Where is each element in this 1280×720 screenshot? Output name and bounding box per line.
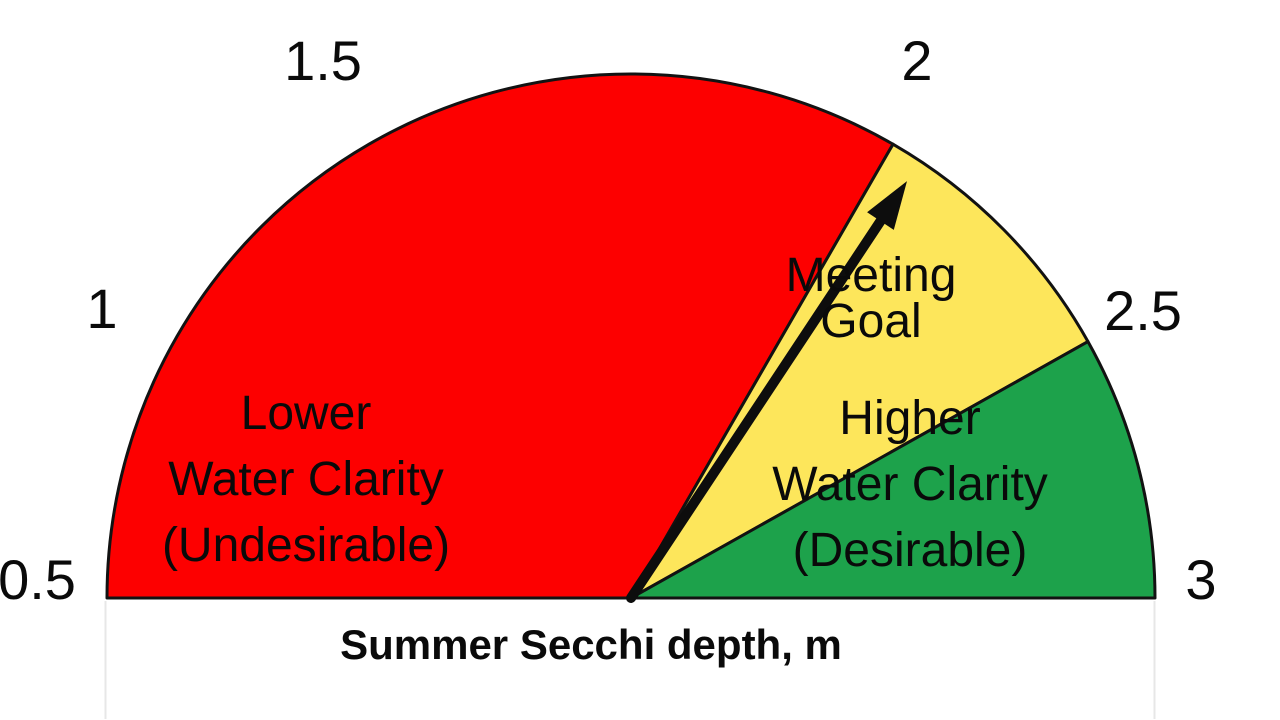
zone-label-line: Goal [820,295,922,348]
tick-label-0.5: 0.5 [0,548,76,611]
zone-label-meeting-goal: Meeting Goal [785,249,957,348]
zone-lower-water-clarity-sector [105,72,895,600]
tick-label-1: 1 [86,277,118,340]
zone-label-lower-water-clarity: Lower Water Clarity (Undesirable) [162,381,450,579]
needle-shaft [626,211,889,603]
zone-label-line: Water Clarity [772,458,1048,511]
zone-label-line: (Desirable) [792,524,1028,577]
zone-label-higher-water-clarity: Higher Water Clarity (Desirable) [772,386,1048,584]
zone-label-line: (Undesirable) [161,519,451,572]
chart-title: Summer Secchi depth, m [340,621,842,668]
zone-label-line: Meeting [785,249,957,302]
needle-arrowhead [867,181,907,230]
zone-higher-water-clarity-sector [629,340,1157,600]
tick-label-1.5: 1.5 [284,29,362,92]
tick-label-2.5: 2.5 [1104,279,1182,342]
zone-label-line: Water Clarity [168,453,444,506]
zone-label-line: Lower [240,387,372,440]
tick-label-2: 2 [901,29,933,92]
tick-label-3: 3 [1185,548,1217,611]
zone-label-line: Higher [839,392,981,445]
zone-meeting-goal-sector [629,142,1090,600]
